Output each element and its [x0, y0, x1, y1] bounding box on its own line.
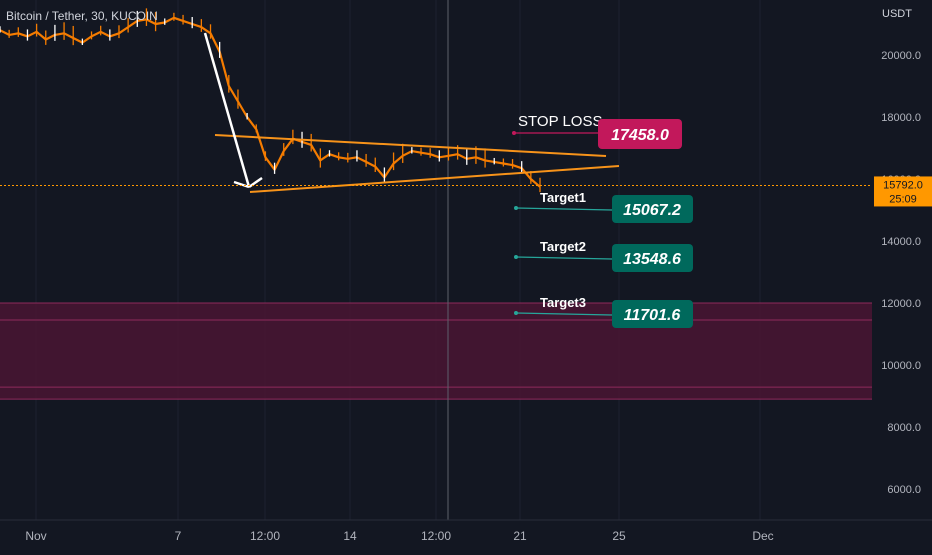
price-tick-label: 10000.0	[881, 360, 921, 372]
time-tick-label: Nov	[25, 529, 46, 543]
last-price-value: 15792.0	[883, 179, 923, 191]
down-arrow-shaft	[203, 32, 251, 188]
price-tick-label: 12000.0	[881, 298, 921, 310]
time-axis-background	[0, 520, 932, 550]
target-dot	[514, 206, 518, 210]
target-label: Target3	[540, 295, 586, 310]
stop-loss-label: STOP LOSS	[518, 113, 603, 130]
time-tick-label: 12:00	[421, 529, 451, 543]
price-axis-background	[872, 0, 932, 550]
triangle-lower-line	[249, 165, 620, 193]
last-price-countdown: 25:09	[889, 193, 917, 205]
target-badge	[612, 244, 693, 272]
time-tick-label: 21	[513, 529, 527, 543]
target-connector	[515, 312, 613, 316]
target-value: 13548.6	[623, 251, 681, 268]
target-connector	[515, 256, 613, 260]
price-line	[0, 16, 541, 188]
last-price-badge	[874, 176, 932, 207]
down-arrow-head	[248, 176, 263, 189]
time-tick-label: 25	[612, 529, 626, 543]
time-tick-label: 7	[175, 529, 182, 543]
price-tick-label: 8000.0	[887, 422, 921, 434]
demand-zone	[0, 303, 872, 400]
target-value: 11701.6	[624, 307, 681, 324]
target-label: Target2	[540, 239, 586, 254]
price-tick-label: 18000.0	[881, 112, 921, 124]
target-dot	[514, 311, 518, 315]
stop-loss-badge	[598, 119, 682, 149]
target-badge	[612, 195, 693, 223]
down-arrow-head	[233, 180, 250, 189]
symbol-title: Bitcoin / Tether, 30, KUCOIN	[6, 9, 158, 23]
target-connector	[515, 207, 613, 211]
target-value: 15067.2	[623, 202, 681, 219]
target-badge	[612, 300, 693, 328]
target-dot	[514, 255, 518, 259]
price-tick-label: 6000.0	[887, 484, 921, 496]
target-label: Target1	[540, 190, 586, 205]
triangle-upper-line	[214, 134, 607, 157]
stop-loss-dot	[512, 131, 516, 135]
stop-loss-value: 17458.0	[611, 127, 669, 144]
price-tick-label: 14000.0	[881, 236, 921, 248]
time-tick-label: 14	[343, 529, 357, 543]
time-tick-label: Dec	[752, 529, 773, 543]
currency-label: USDT	[882, 8, 912, 20]
price-tick-label: 20000.0	[881, 50, 921, 62]
time-tick-label: 12:00	[250, 529, 280, 543]
